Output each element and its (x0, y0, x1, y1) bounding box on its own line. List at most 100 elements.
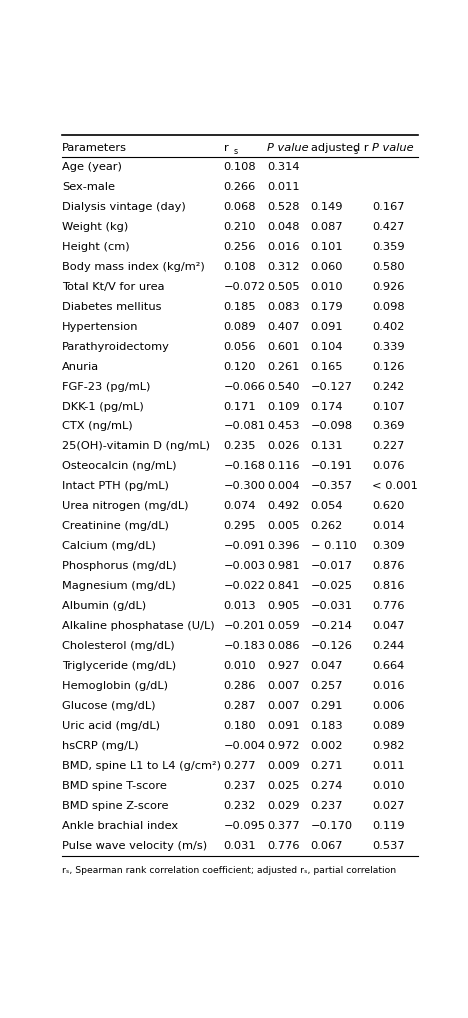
Text: 0.277: 0.277 (224, 761, 256, 772)
Text: 0.982: 0.982 (372, 741, 405, 751)
Text: 0.165: 0.165 (311, 361, 343, 372)
Text: 0.060: 0.060 (311, 262, 343, 272)
Text: 0.816: 0.816 (372, 581, 405, 591)
Text: 0.528: 0.528 (267, 202, 300, 212)
Text: 0.029: 0.029 (267, 801, 300, 811)
Text: 0.089: 0.089 (372, 722, 405, 731)
Text: −0.126: −0.126 (311, 641, 352, 652)
Text: 0.620: 0.620 (372, 502, 405, 511)
Text: Cholesterol (mg/dL): Cholesterol (mg/dL) (62, 641, 175, 652)
Text: −0.095: −0.095 (224, 822, 266, 832)
Text: 0.257: 0.257 (311, 681, 343, 691)
Text: 0.286: 0.286 (224, 681, 256, 691)
Text: 0.026: 0.026 (267, 442, 300, 451)
Text: 0.266: 0.266 (224, 181, 256, 191)
Text: Phosphorus (mg/dL): Phosphorus (mg/dL) (62, 561, 176, 571)
Text: 0.059: 0.059 (267, 621, 300, 631)
Text: 0.013: 0.013 (224, 602, 256, 612)
Text: 0.244: 0.244 (372, 641, 404, 652)
Text: 0.287: 0.287 (224, 701, 256, 712)
Text: BMD, spine L1 to L4 (g/cm²): BMD, spine L1 to L4 (g/cm²) (62, 761, 221, 772)
Text: 0.002: 0.002 (311, 741, 343, 751)
Text: 0.396: 0.396 (267, 542, 300, 552)
Text: 0.091: 0.091 (311, 322, 343, 332)
Text: P value: P value (372, 143, 414, 153)
Text: 0.237: 0.237 (224, 781, 256, 791)
Text: 0.905: 0.905 (267, 602, 300, 612)
Text: 0.314: 0.314 (267, 162, 300, 172)
Text: −0.098: −0.098 (311, 421, 353, 432)
Text: −0.072: −0.072 (224, 282, 265, 291)
Text: 0.927: 0.927 (267, 662, 300, 671)
Text: FGF-23 (pg/mL): FGF-23 (pg/mL) (62, 382, 151, 392)
Text: −0.300: −0.300 (224, 482, 266, 492)
Text: 0.011: 0.011 (267, 181, 300, 191)
Text: Albumin (g/dL): Albumin (g/dL) (62, 602, 146, 612)
Text: 0.453: 0.453 (267, 421, 300, 432)
Text: Parameters: Parameters (62, 143, 127, 153)
Text: 0.054: 0.054 (311, 502, 343, 511)
Text: 0.295: 0.295 (224, 521, 256, 531)
Text: Creatinine (mg/dL): Creatinine (mg/dL) (62, 521, 169, 531)
Text: 0.664: 0.664 (372, 662, 404, 671)
Text: 0.056: 0.056 (224, 342, 256, 351)
Text: 0.104: 0.104 (311, 342, 343, 351)
Text: Hypertension: Hypertension (62, 322, 139, 332)
Text: 25(OH)-vitamin D (ng/mL): 25(OH)-vitamin D (ng/mL) (62, 442, 210, 451)
Text: < 0.001: < 0.001 (372, 482, 418, 492)
Text: 0.027: 0.027 (372, 801, 405, 811)
Text: 0.227: 0.227 (372, 442, 405, 451)
Text: 0.183: 0.183 (311, 722, 343, 731)
Text: 0.076: 0.076 (372, 461, 405, 471)
Text: 0.359: 0.359 (372, 241, 405, 251)
Text: 0.261: 0.261 (267, 361, 300, 372)
Text: 0.274: 0.274 (311, 781, 343, 791)
Text: 0.031: 0.031 (224, 841, 256, 851)
Text: CTX (ng/mL): CTX (ng/mL) (62, 421, 133, 432)
Text: s: s (234, 148, 238, 157)
Text: 0.074: 0.074 (224, 502, 256, 511)
Text: −0.081: −0.081 (224, 421, 266, 432)
Text: 0.972: 0.972 (267, 741, 300, 751)
Text: −0.170: −0.170 (311, 822, 353, 832)
Text: 0.271: 0.271 (311, 761, 343, 772)
Text: Uric acid (mg/dL): Uric acid (mg/dL) (62, 722, 160, 731)
Text: Weight (kg): Weight (kg) (62, 222, 128, 232)
Text: 0.339: 0.339 (372, 342, 405, 351)
Text: Glucose (mg/dL): Glucose (mg/dL) (62, 701, 156, 712)
Text: Age (year): Age (year) (62, 162, 122, 172)
Text: 0.010: 0.010 (372, 781, 405, 791)
Text: 0.119: 0.119 (372, 822, 405, 832)
Text: − 0.110: − 0.110 (311, 542, 356, 552)
Text: −0.214: −0.214 (311, 621, 352, 631)
Text: 0.237: 0.237 (311, 801, 343, 811)
Text: 0.876: 0.876 (372, 561, 405, 571)
Text: Parathyroidectomy: Parathyroidectomy (62, 342, 170, 351)
Text: 0.109: 0.109 (267, 401, 300, 411)
Text: 0.047: 0.047 (372, 621, 405, 631)
Text: 0.402: 0.402 (372, 322, 405, 332)
Text: 0.108: 0.108 (224, 162, 256, 172)
Text: 0.016: 0.016 (372, 681, 405, 691)
Text: −0.127: −0.127 (311, 382, 352, 392)
Text: 0.841: 0.841 (267, 581, 300, 591)
Text: −0.191: −0.191 (311, 461, 353, 471)
Text: 0.505: 0.505 (267, 282, 300, 291)
Text: Ankle brachial index: Ankle brachial index (62, 822, 178, 832)
Text: r: r (224, 143, 228, 153)
Text: −0.183: −0.183 (224, 641, 266, 652)
Text: 0.776: 0.776 (372, 602, 405, 612)
Text: −0.004: −0.004 (224, 741, 265, 751)
Text: −0.025: −0.025 (311, 581, 352, 591)
Text: 0.016: 0.016 (267, 241, 300, 251)
Text: −0.003: −0.003 (224, 561, 266, 571)
Text: 0.492: 0.492 (267, 502, 300, 511)
Text: 0.232: 0.232 (224, 801, 256, 811)
Text: 0.014: 0.014 (372, 521, 405, 531)
Text: 0.407: 0.407 (267, 322, 300, 332)
Text: Sex-male: Sex-male (62, 181, 115, 191)
Text: Magnesium (mg/dL): Magnesium (mg/dL) (62, 581, 176, 591)
Text: 0.262: 0.262 (311, 521, 343, 531)
Text: 0.120: 0.120 (224, 361, 256, 372)
Text: 0.067: 0.067 (311, 841, 343, 851)
